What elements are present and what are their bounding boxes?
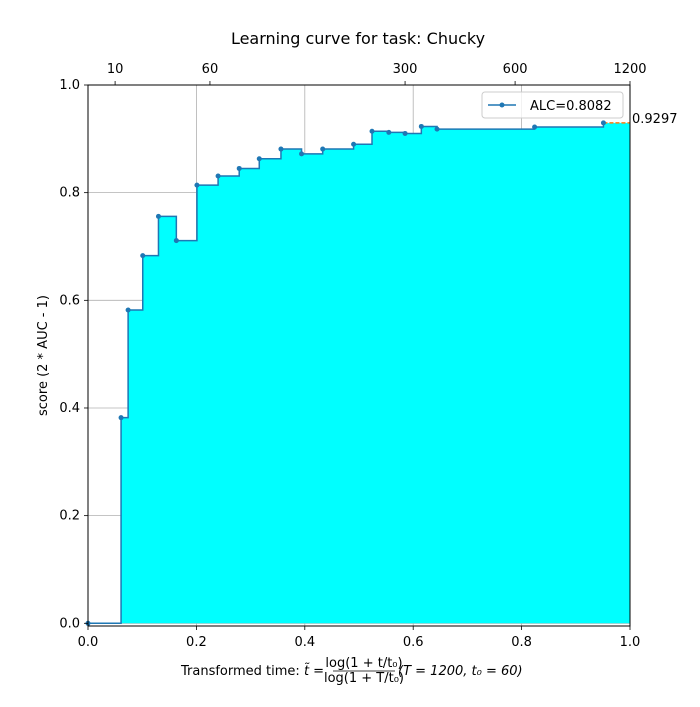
x-tick-label: 0.4 — [294, 635, 315, 650]
y-axis: 0.0 0.2 0.4 0.6 0.8 1.0 — [59, 78, 88, 631]
top-axis: 10 60 300 600 1200 — [107, 62, 647, 85]
y-axis-label: score (2 * AUC - 1) — [36, 295, 51, 416]
legend-box — [481, 91, 624, 119]
x-tick-label: 0.6 — [403, 635, 424, 650]
legend-marker — [499, 102, 505, 108]
y-tick-label: 0.6 — [59, 293, 80, 308]
data-point — [351, 141, 357, 147]
data-point — [125, 307, 131, 313]
x-axis-label: Transformed time: t̃ = log(1 + t/t₀) log… — [180, 656, 523, 686]
data-point — [155, 213, 161, 219]
top-tick-label: 600 — [503, 62, 528, 77]
x-axis-label-denominator: log(1 + T/t₀) — [324, 671, 404, 686]
x-axis-label-equals: = — [309, 664, 324, 679]
area-fill — [88, 122, 630, 624]
y-tick-label: 0.0 — [59, 616, 80, 631]
y-tick-label: 0.8 — [59, 186, 80, 201]
x-tick-label: 0.2 — [186, 635, 207, 650]
legend: ALC=0.8082 — [481, 91, 624, 119]
legend-label: ALC=0.8082 — [530, 99, 612, 114]
x-tick-label: 1.0 — [620, 635, 641, 650]
data-point — [369, 128, 375, 134]
final-score-label: 0.9297 — [632, 112, 678, 127]
data-point — [320, 146, 326, 152]
top-tick-label: 60 — [202, 62, 219, 77]
x-axis: 0.0 0.2 0.4 0.6 0.8 1.0 — [78, 626, 641, 650]
data-point — [256, 156, 262, 162]
data-point — [215, 173, 221, 179]
svg-text:Transformed time: t̃ =: Transformed time: t̃ = — [180, 664, 324, 679]
x-axis-label-prefix: Transformed time: — [180, 664, 304, 679]
data-point — [600, 120, 606, 126]
data-point — [278, 146, 284, 152]
chart-title: Learning curve for task: Chucky — [231, 29, 485, 48]
data-point — [434, 126, 440, 132]
plot-frame — [87, 84, 631, 627]
data-point — [418, 123, 424, 129]
top-tick-label: 10 — [107, 62, 124, 77]
data-point — [532, 124, 538, 130]
data-point — [173, 238, 179, 244]
y-tick-label: 0.2 — [59, 509, 80, 524]
data-point — [386, 129, 392, 135]
data-point — [402, 130, 408, 136]
data-point — [299, 151, 305, 157]
top-tick-label: 300 — [393, 62, 418, 77]
x-axis-label-variable: t̃ — [304, 664, 310, 679]
data-point — [194, 182, 200, 188]
y-tick-label: 0.4 — [59, 401, 80, 416]
top-tick-label: 1200 — [613, 62, 646, 77]
data-point — [236, 165, 242, 171]
data-point — [118, 415, 124, 421]
y-tick-label: 1.0 — [59, 78, 80, 93]
x-tick-label: 0.0 — [78, 635, 99, 650]
x-axis-label-numerator: log(1 + t/t₀) — [325, 656, 402, 671]
x-axis-label-suffix: (T = 1200, t₀ = 60) — [398, 664, 523, 679]
data-point — [140, 253, 146, 259]
x-tick-label: 0.8 — [511, 635, 532, 650]
